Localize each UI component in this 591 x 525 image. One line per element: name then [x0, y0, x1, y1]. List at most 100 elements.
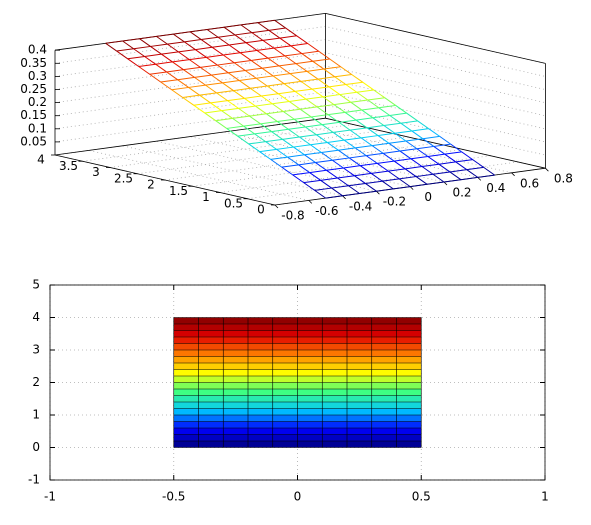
y-tick-label: 2.5: [114, 171, 133, 185]
surface-row: [276, 146, 294, 150]
surface-row: [116, 48, 134, 52]
surface-column: [171, 89, 183, 98]
surface-row: [261, 93, 279, 97]
x-tick-label: -0.2: [383, 195, 406, 209]
surface-column: [306, 70, 319, 80]
surface-row: [244, 95, 262, 99]
surface-column: [285, 27, 297, 37]
surface-column: [320, 179, 332, 189]
surface-column: [365, 155, 378, 164]
surface-column: [339, 94, 352, 103]
surface-row: [317, 104, 335, 108]
z-tick-label: 0.35: [20, 56, 47, 70]
surface-row: [139, 35, 157, 40]
surface-row: [155, 61, 173, 65]
surface-column: [406, 112, 418, 122]
surface-column: [400, 122, 413, 132]
y-tick-label: 5: [32, 278, 40, 292]
surface-column: [144, 56, 156, 65]
surface-row: [383, 122, 401, 127]
surface-column: [274, 19, 286, 29]
surface-column: [332, 132, 345, 141]
surface-row: [388, 140, 406, 144]
surface-column: [210, 102, 222, 112]
surface-row: [316, 131, 334, 136]
surface-row: [290, 43, 308, 47]
surface-row: [337, 175, 355, 179]
y-tick-label: 1: [32, 408, 40, 422]
surface-column: [344, 111, 357, 121]
surface-row: [399, 148, 417, 152]
surface-column: [371, 173, 383, 182]
surface-row: [393, 186, 411, 190]
x-grid-line: [291, 122, 512, 174]
surface-row: [204, 110, 222, 114]
y-tick-label: 4: [32, 310, 40, 324]
surface-row: [416, 145, 434, 150]
surface-column: [333, 104, 346, 113]
x-tick-label: 0.2: [452, 186, 471, 200]
surface-row: [227, 97, 245, 102]
surface-column: [200, 39, 213, 48]
surface-column: [273, 47, 286, 57]
surface-column: [249, 115, 261, 125]
y-grid-line: [247, 161, 518, 200]
surface-column: [354, 147, 367, 157]
surface-column: [299, 136, 311, 146]
surface-row: [334, 73, 352, 78]
axis-line: [325, 13, 546, 64]
surface-row: [205, 82, 223, 86]
surface-row: [240, 49, 258, 54]
surface-row: [248, 141, 266, 145]
surface-column: [150, 46, 162, 55]
x-grid-line: [156, 140, 377, 192]
surface-column: [270, 158, 282, 168]
surface-column: [243, 125, 255, 135]
x-tick: [274, 204, 279, 209]
surface-row: [416, 173, 434, 178]
surface-column: [466, 169, 479, 178]
surface-column: [260, 123, 272, 132]
surface-row: [211, 72, 229, 76]
surface-column: [305, 126, 317, 136]
surface-row: [256, 47, 274, 51]
z-grid-line: [54, 104, 546, 156]
surface-row: [365, 180, 383, 184]
surface-row: [272, 100, 290, 105]
surface-column: [384, 97, 396, 106]
surface-column: [389, 115, 402, 124]
x-tick-label: 0.5: [412, 490, 431, 504]
surface-column: [422, 138, 435, 147]
surface-column: [349, 129, 362, 139]
surface-column: [272, 103, 284, 112]
surface-column: [266, 113, 278, 122]
surface-row: [295, 88, 313, 92]
surface-column: [189, 31, 202, 40]
surface-row: [328, 111, 346, 116]
x-tick-label: 0: [424, 190, 432, 204]
surface-row: [184, 39, 202, 43]
surface-row: [277, 118, 295, 123]
z-grid-line: [54, 26, 546, 77]
surface-row: [267, 55, 285, 59]
surface-row: [444, 151, 462, 155]
surface-column: [217, 36, 230, 46]
surface-row: [299, 134, 317, 138]
surface-row: [303, 179, 321, 184]
surface-column: [256, 50, 269, 59]
x-tick: [342, 195, 346, 200]
y-grid-line: [219, 155, 491, 193]
surface-row: [262, 37, 280, 41]
surface-row: [314, 187, 332, 191]
surface-column: [337, 177, 349, 187]
surface-column: [296, 35, 308, 44]
surface-column: [262, 39, 275, 49]
z-tick-label: 0.4: [28, 43, 47, 57]
surface-column: [312, 60, 325, 70]
surface-row: [399, 176, 417, 180]
surface-column: [271, 131, 283, 140]
x-tick: [443, 181, 448, 186]
surface-column: [288, 101, 301, 110]
surface-row: [195, 46, 213, 51]
surface-column: [287, 156, 299, 166]
